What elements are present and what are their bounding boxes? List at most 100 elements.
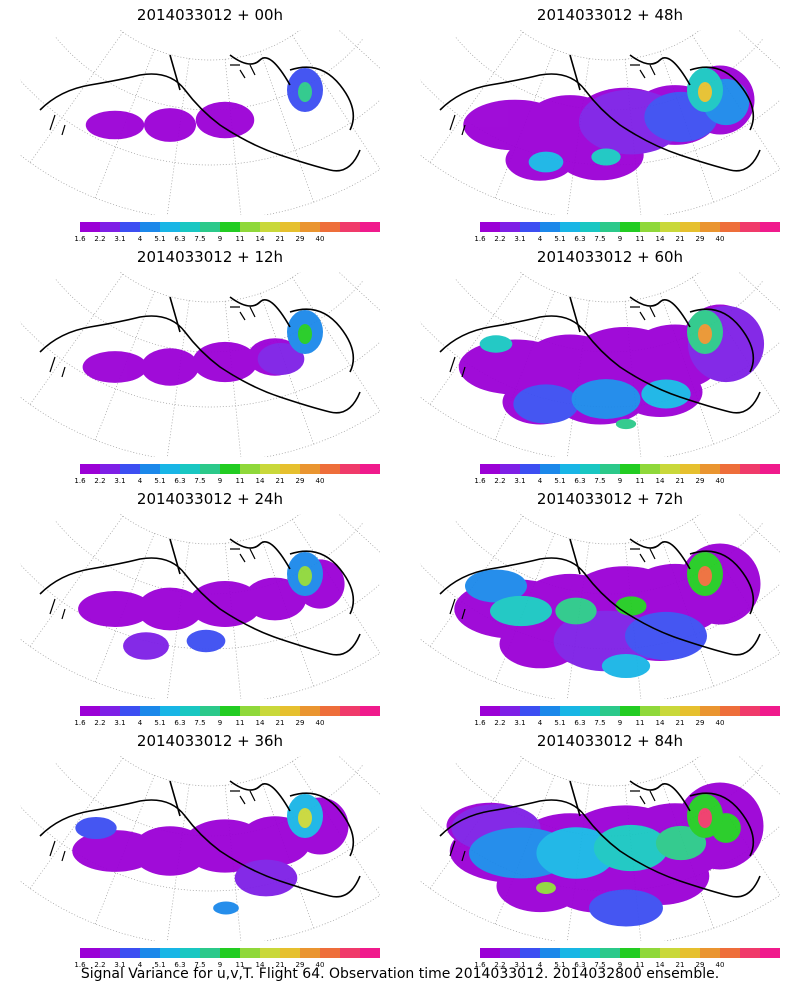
colorbar-swatch: [720, 222, 740, 232]
colorbar-tick-label: 9: [617, 961, 623, 969]
colorbar-swatch: [320, 464, 340, 474]
polar-map: [20, 514, 380, 699]
colorbar-tick-label: 2.2: [494, 235, 506, 243]
variance-field: [463, 65, 755, 181]
colorbar-swatch: [520, 948, 540, 958]
colorbar-tick-label: 11: [235, 719, 245, 727]
colorbar-ticks: 1.6 2.2 3.1 4 5.1 6.3 7.5 9 11 14 21 29 40: [74, 235, 380, 245]
variance-field: [458, 304, 765, 430]
colorbar-tick-label: 7.5: [594, 235, 606, 243]
colorbar-swatch: [620, 464, 640, 474]
coastline: [39, 538, 361, 656]
colorbar-tick-label: 3.1: [114, 477, 126, 485]
colorbar-swatch: [600, 948, 620, 958]
colorbar-swatch: [140, 706, 160, 716]
colorbar-swatch: [120, 948, 140, 958]
panel-title: 2014033012 + 48h: [536, 6, 684, 24]
colorbar-swatch: [700, 464, 720, 474]
colorbar-tick-label: 1.6: [74, 961, 86, 969]
colorbar-tick-label: 29: [295, 961, 305, 969]
colorbar-tick-label: 9: [217, 235, 223, 243]
colorbar-tick-label: 29: [695, 961, 705, 969]
colorbar-tick-label: 14: [655, 719, 665, 727]
colorbar-tick-label: 14: [655, 477, 665, 485]
colorbar-swatch: [200, 948, 220, 958]
colorbar-swatch: [280, 222, 300, 232]
panel-title: 2014033012 + 84h: [536, 732, 684, 750]
colorbar: [480, 706, 780, 716]
colorbar-ticks: 1.6 2.2 3.1 4 5.1 6.3 7.5 9 11 14 21 29 40: [474, 477, 780, 487]
colorbar-swatch: [140, 948, 160, 958]
colorbar-swatch: [140, 222, 160, 232]
polar-map: [420, 272, 780, 457]
colorbar-swatch: [760, 222, 780, 232]
colorbar-tick-label: 4: [537, 719, 543, 727]
colorbar-tick-label: 3.1: [514, 961, 526, 969]
colorbar-swatch: [120, 464, 140, 474]
colorbar-swatch: [680, 464, 700, 474]
colorbar-swatch: [560, 948, 580, 958]
colorbar-tick-label: 4: [137, 719, 143, 727]
variance-field: [446, 782, 764, 927]
colorbar-tick-label: 14: [255, 719, 265, 727]
coastline: [39, 54, 361, 172]
colorbar-swatch: [260, 706, 280, 716]
colorbar-tick-label: 7.5: [594, 961, 606, 969]
colorbar-tick-label: 6.3: [574, 719, 586, 727]
map-panel: 2014033012 + 24h 1.6 2.2 3.1 4 5.1 6.3 7.5 9 11 14…: [20, 484, 400, 727]
colorbar-tick-label: 11: [235, 235, 245, 243]
colorbar-tick-label: 5.1: [154, 961, 166, 969]
colorbar-tick-label: 2.2: [94, 477, 106, 485]
colorbar-tick-label: 21: [675, 961, 685, 969]
colorbar-swatch: [240, 948, 260, 958]
colorbar: [80, 948, 380, 958]
colorbar-swatch: [320, 948, 340, 958]
colorbar-swatch: [180, 464, 200, 474]
colorbar-tick-label: 6.3: [574, 961, 586, 969]
colorbar-swatch: [340, 706, 360, 716]
colorbar-swatch: [120, 706, 140, 716]
colorbar-ticks: 1.6 2.2 3.1 4 5.1 6.3 7.5 9 11 14 21 29 40: [474, 719, 780, 729]
colorbar-swatch: [640, 706, 660, 716]
colorbar-tick-label: 5.1: [554, 719, 566, 727]
colorbar-swatch: [220, 706, 240, 716]
colorbar-swatch: [580, 464, 600, 474]
colorbar-tick-label: 11: [635, 235, 645, 243]
colorbar-tick-label: 4: [137, 235, 143, 243]
colorbar-tick-label: 2.2: [94, 235, 106, 243]
colorbar-tick-label: 6.3: [174, 961, 186, 969]
colorbar-swatch: [320, 706, 340, 716]
colorbar-tick-label: 7.5: [594, 719, 606, 727]
colorbar-swatch: [200, 464, 220, 474]
colorbar-tick-label: 40: [315, 235, 325, 243]
colorbar-tick-label: 11: [635, 719, 645, 727]
colorbar: [480, 464, 780, 474]
colorbar-tick-label: 2.2: [494, 719, 506, 727]
colorbar-swatch: [660, 706, 680, 716]
colorbar-swatch: [600, 706, 620, 716]
colorbar-tick-label: 9: [217, 477, 223, 485]
colorbar-tick-label: 40: [315, 961, 325, 969]
colorbar-tick-label: 1.6: [74, 235, 86, 243]
colorbar-swatch: [360, 948, 380, 958]
map-panel: 2014033012 + 12h 1.6 2.2 3.1 4 5.1 6.3 7.5 9 11 14…: [20, 242, 400, 485]
colorbar-swatch: [240, 706, 260, 716]
colorbar-swatch: [240, 464, 260, 474]
colorbar-swatch: [220, 948, 240, 958]
colorbar-tick-label: 4: [137, 961, 143, 969]
colorbar-tick-label: 7.5: [594, 477, 606, 485]
colorbar-swatch: [360, 222, 380, 232]
colorbar: [480, 222, 780, 232]
colorbar-tick-label: 6.3: [174, 477, 186, 485]
colorbar-tick-label: 9: [617, 477, 623, 485]
coastline: [439, 780, 761, 898]
colorbar-tick-label: 29: [295, 719, 305, 727]
map-panel: 2014033012 + 36h 1.6 2.2 3.1 4 5.1 6.3 7.5 9 11 14…: [20, 726, 400, 969]
colorbar-swatch: [760, 948, 780, 958]
coastline: [39, 296, 361, 414]
colorbar-tick-label: 5.1: [154, 477, 166, 485]
map-panel: 2014033012 + 84h 1.6 2.2 3.1 4 5.1 6.3 7.5 9 11 14…: [420, 726, 800, 969]
colorbar-swatch: [180, 222, 200, 232]
variance-field: [454, 543, 761, 679]
colorbar-tick-label: 1.6: [474, 477, 486, 485]
